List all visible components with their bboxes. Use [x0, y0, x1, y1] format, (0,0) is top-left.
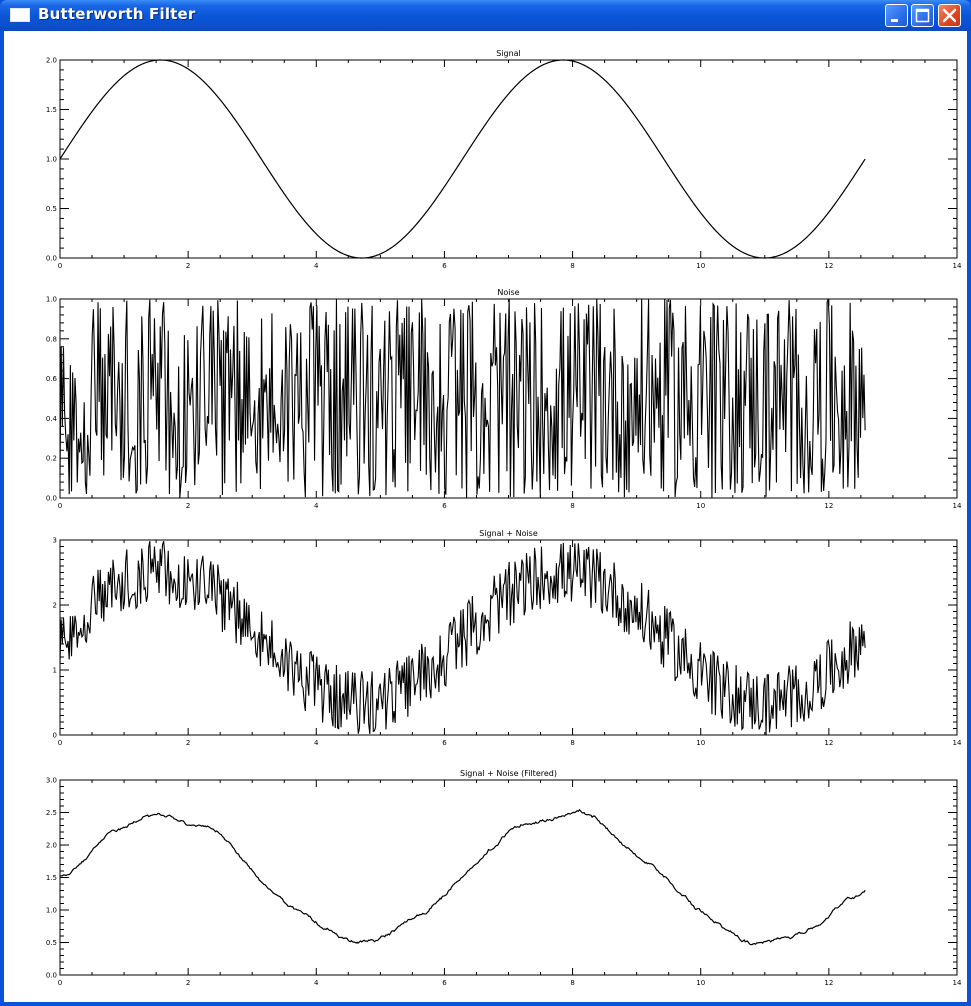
x-tick-label: 14 [953, 739, 962, 747]
x-tick-label: 2 [186, 502, 190, 510]
y-tick-label: 0.4 [46, 415, 58, 423]
x-tick-label: 14 [953, 502, 962, 510]
x-tick-label: 0 [58, 979, 62, 987]
x-tick-label: 4 [314, 739, 319, 747]
x-tick-label: 8 [570, 739, 574, 747]
y-tick-label: 1.0 [46, 296, 57, 304]
series-line-4 [59, 808, 866, 946]
close-icon [942, 8, 957, 23]
series-line-1 [59, 59, 866, 259]
y-tick-label: 0.0 [46, 495, 57, 503]
y-tick-label: 1 [53, 667, 57, 675]
x-tick-label: 12 [824, 979, 833, 987]
x-tick-label: 14 [953, 979, 962, 987]
x-tick-label: 2 [186, 262, 190, 270]
x-tick-label: 8 [570, 979, 574, 987]
y-tick-label: 1.5 [46, 106, 57, 114]
y-tick-label: 1.5 [46, 874, 57, 882]
x-tick-label: 8 [570, 262, 574, 270]
y-tick-label: 0.0 [46, 972, 57, 980]
x-tick-label: 4 [314, 502, 319, 510]
x-tick-label: 12 [824, 262, 833, 270]
x-tick-label: 2 [186, 739, 190, 747]
x-tick-label: 0 [58, 502, 62, 510]
x-tick-label: 8 [570, 502, 574, 510]
x-tick-label: 10 [696, 739, 705, 747]
plot-title-1: Signal [496, 49, 521, 58]
y-tick-label: 1.0 [46, 907, 57, 915]
y-tick-label: 2.0 [46, 842, 57, 850]
plot-title-2: Noise [497, 288, 519, 297]
window-title: Butterworth Filter [38, 5, 196, 23]
plot-area: Signal 0 2 4 6 8 10 12 14 0.0 0.5 1.0 1.5 2.0 Noise 0 2 4… [4, 31, 967, 1002]
plot-title-3: Signal + Noise [479, 529, 538, 538]
y-tick-label: 0.8 [46, 335, 57, 343]
y-tick-label: 2.0 [46, 57, 57, 65]
y-tick-label: 2 [53, 602, 57, 610]
x-tick-label: 12 [824, 502, 833, 510]
x-tick-label: 0 [58, 739, 62, 747]
x-tick-label: 10 [696, 502, 705, 510]
y-tick-label: 0.0 [46, 255, 57, 263]
plot-frame-4 [59, 779, 958, 976]
x-tick-label: 0 [58, 262, 62, 270]
y-tick-label: 3 [53, 537, 57, 545]
x-tick-label: 4 [314, 262, 319, 270]
y-tick-label: 3.0 [46, 777, 57, 785]
x-tick-label: 12 [824, 739, 833, 747]
x-tick-label: 10 [696, 262, 705, 270]
y-tick-label: 2.5 [46, 809, 57, 817]
y-tick-label: 1.0 [46, 156, 57, 164]
x-tick-label: 10 [696, 979, 705, 987]
x-tick-label: 2 [186, 979, 190, 987]
plot-title-4: Signal + Noise (Filtered) [460, 769, 557, 778]
minimize-button[interactable] [885, 4, 908, 27]
y-tick-label: 0.6 [46, 375, 58, 383]
window-icon [10, 8, 30, 22]
minimize-icon [891, 19, 898, 22]
x-tick-label: 6 [442, 739, 447, 747]
close-button[interactable] [938, 4, 961, 27]
y-tick-label: 0.2 [46, 455, 57, 463]
x-tick-label: 6 [442, 502, 447, 510]
x-tick-label: 4 [314, 979, 319, 987]
y-tick-label: 0 [53, 732, 57, 740]
title-bar[interactable]: Butterworth Filter [0, 0, 971, 31]
x-tick-label: 14 [953, 262, 962, 270]
y-tick-label: 0.5 [46, 939, 57, 947]
series-line-2 [59, 299, 866, 498]
y-tick-label: 0.5 [46, 205, 57, 213]
plot-frame-1 [59, 59, 958, 259]
x-tick-label: 6 [442, 262, 447, 270]
x-tick-label: 6 [442, 979, 447, 987]
maximize-button[interactable] [911, 4, 934, 27]
maximize-icon [915, 8, 930, 23]
series-line-3 [59, 540, 866, 735]
